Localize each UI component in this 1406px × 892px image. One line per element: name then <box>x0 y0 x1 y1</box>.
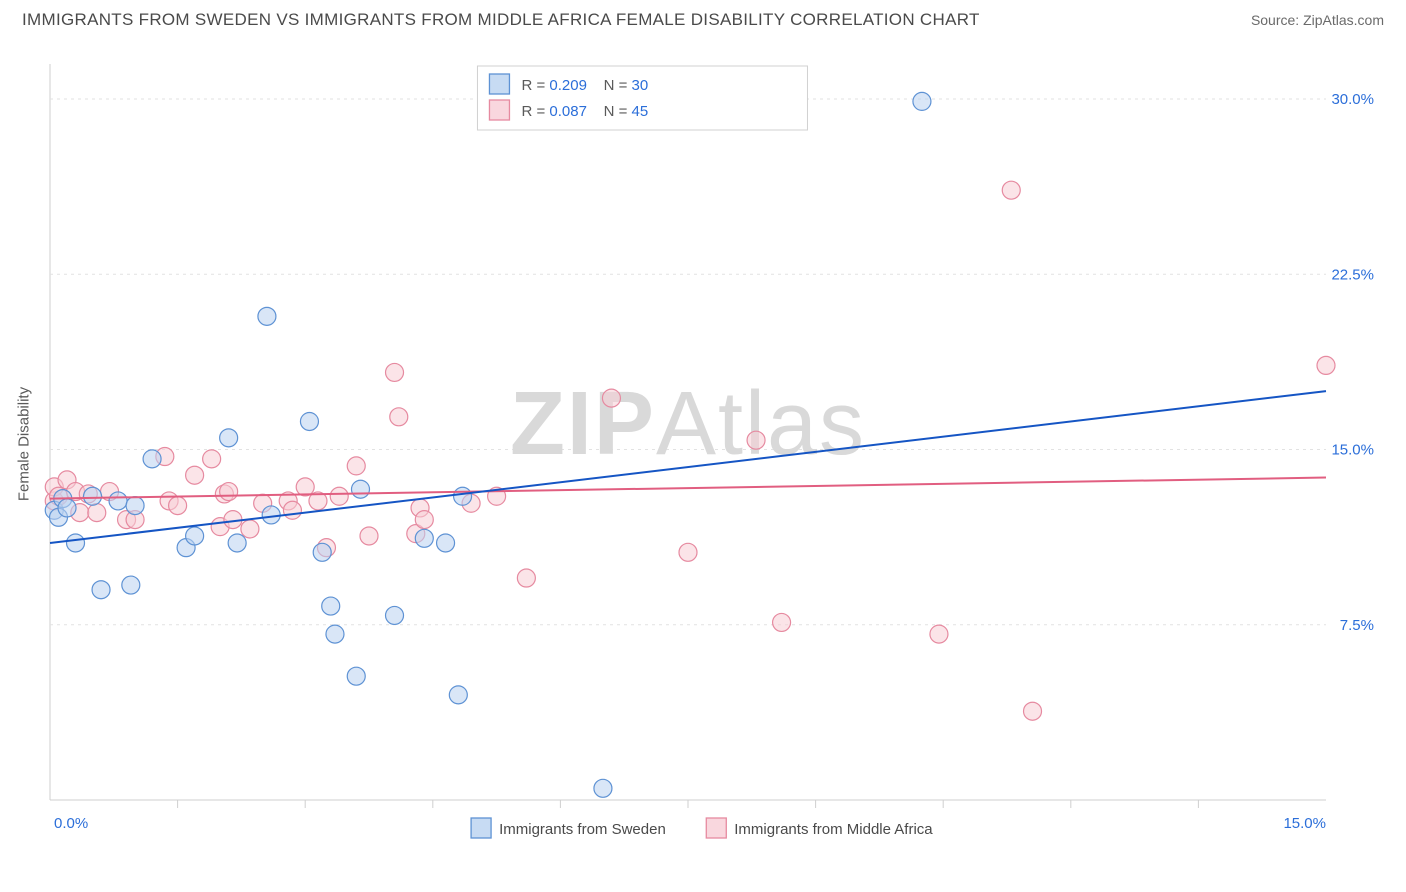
point-series2 <box>169 497 187 515</box>
point-series2 <box>747 431 765 449</box>
point-series2 <box>296 478 314 496</box>
legend-label: Immigrants from Sweden <box>499 821 666 838</box>
point-series1 <box>913 92 931 110</box>
legend-swatch <box>706 818 726 838</box>
point-series1 <box>449 686 467 704</box>
point-series1 <box>84 487 102 505</box>
legend-swatch <box>489 100 509 120</box>
point-series2 <box>203 450 221 468</box>
point-series1 <box>300 412 318 430</box>
point-series1 <box>454 487 472 505</box>
point-series1 <box>67 534 85 552</box>
point-series2 <box>360 527 378 545</box>
point-series1 <box>594 779 612 797</box>
point-series2 <box>241 520 259 538</box>
watermark: ZIPAtlas <box>510 374 866 474</box>
point-series2 <box>930 625 948 643</box>
legend-label: Immigrants from Middle Africa <box>734 821 933 838</box>
point-series1 <box>126 497 144 515</box>
point-series1 <box>58 499 76 517</box>
x-end-label: 15.0% <box>1283 815 1326 832</box>
point-series2 <box>679 543 697 561</box>
point-series1 <box>351 480 369 498</box>
point-series1 <box>228 534 246 552</box>
point-series1 <box>437 534 455 552</box>
point-series2 <box>1002 181 1020 199</box>
point-series2 <box>390 408 408 426</box>
y-tick-label: 7.5% <box>1340 617 1374 634</box>
point-series1 <box>347 667 365 685</box>
scatter-chart: Female Disability 7.5%15.0%22.5%30.0%ZIP… <box>36 44 1386 844</box>
source-attribution: Source: ZipAtlas.com <box>1251 12 1384 28</box>
point-series2 <box>415 511 433 529</box>
chart-title: IMMIGRANTS FROM SWEDEN VS IMMIGRANTS FRO… <box>22 10 980 30</box>
legend-swatch <box>489 74 509 94</box>
stats-legend <box>477 66 807 130</box>
point-series1 <box>143 450 161 468</box>
x-start-label: 0.0% <box>54 815 88 832</box>
point-series1 <box>313 543 331 561</box>
point-series1 <box>326 625 344 643</box>
point-series1 <box>220 429 238 447</box>
point-series2 <box>1024 702 1042 720</box>
chart-svg: 7.5% 15.0% 22.5% 30.0% ZIPAtlas 0.0% 15.0% R = … <box>36 44 1386 844</box>
point-series2 <box>1317 356 1335 374</box>
y-axis-label: Female Disability <box>16 387 33 501</box>
point-series2 <box>283 501 301 519</box>
point-series2 <box>330 487 348 505</box>
point-series1 <box>109 492 127 510</box>
legend-swatch <box>471 818 491 838</box>
point-series1 <box>386 606 404 624</box>
point-series1 <box>92 581 110 599</box>
point-series1 <box>122 576 140 594</box>
point-series1 <box>186 527 204 545</box>
y-tick-label: 30.0% <box>1331 91 1374 108</box>
point-series2 <box>773 613 791 631</box>
point-series1 <box>415 529 433 547</box>
trendline-series2 <box>50 478 1326 499</box>
point-series2 <box>602 389 620 407</box>
stats-legend-row: R = 0.209 N = 30 <box>521 77 648 94</box>
point-series2 <box>517 569 535 587</box>
point-series2 <box>88 504 106 522</box>
point-series2 <box>347 457 365 475</box>
point-series2 <box>220 483 238 501</box>
point-series2 <box>386 363 404 381</box>
y-tick-label: 22.5% <box>1331 266 1374 283</box>
header-row: IMMIGRANTS FROM SWEDEN VS IMMIGRANTS FRO… <box>0 0 1406 30</box>
y-tick-label: 15.0% <box>1331 442 1374 459</box>
point-series1 <box>258 307 276 325</box>
point-series1 <box>322 597 340 615</box>
stats-legend-row: R = 0.087 N = 45 <box>521 103 648 120</box>
point-series2 <box>186 466 204 484</box>
